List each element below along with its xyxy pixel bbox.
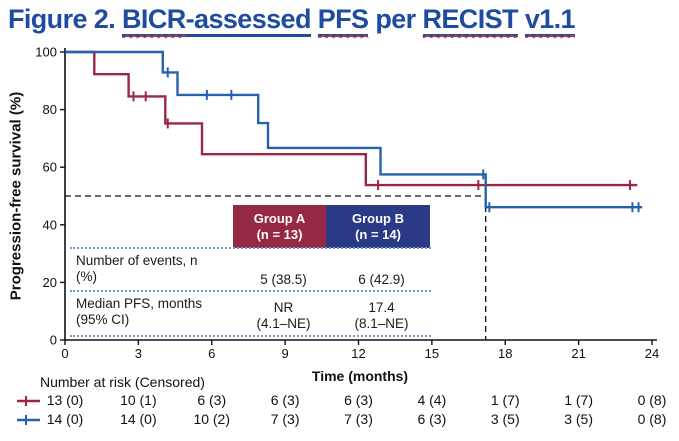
at-risk-value: 0 (8) [637, 392, 667, 408]
y-tick-label: 20 [43, 275, 57, 290]
title-part: BICR [122, 4, 186, 37]
at-risk-value: 6 (3) [344, 392, 373, 408]
y-tick-label: 100 [35, 45, 57, 60]
x-tick-label: 15 [425, 346, 439, 361]
median-a: NR [273, 300, 294, 315]
misspelled-word: BICR [122, 4, 186, 34]
median-ci-b: (8.1–NE) [354, 315, 409, 331]
at-risk-value: 7 (3) [270, 411, 300, 427]
title-part: PFS [317, 4, 369, 37]
y-tick-label: 0 [50, 333, 57, 348]
at-risk-value: 1 (7) [564, 392, 593, 408]
title-part: RECIST [422, 4, 519, 37]
group-a-name: Group A [253, 211, 306, 226]
at-risk-value: 10 (2) [193, 411, 231, 427]
table-header-group-b: Group B (n = 14) [326, 205, 430, 248]
at-risk-value: 3 (5) [490, 411, 520, 427]
misspelled-word: v1.1 [524, 4, 576, 34]
at-risk-value: 1 (7) [490, 392, 520, 408]
at-risk-row-group-a: 13 (0) 10 (1) 6 (3) 6 (3) 6 (3) 4 (4) 1 (7) 1 (… [0, 392, 679, 409]
title-part: Figure 2. [8, 4, 123, 34]
x-tick-label: 6 [208, 346, 215, 361]
group-b-name: Group B [352, 211, 404, 226]
title-part: -assessed [185, 4, 311, 37]
table-row-events: Number of events, n (%) 5 (38.5) 6 (42.9… [70, 249, 431, 292]
at-risk-value: 3 (5) [564, 411, 593, 427]
y-axis-label: Progression-free survival (%) [7, 91, 25, 301]
at-risk-value: 6 (3) [270, 392, 300, 408]
x-tick-label: 24 [645, 346, 659, 361]
group-a-n: (n = 13) [256, 226, 303, 242]
legend-marker-group-a [17, 396, 40, 406]
events-value-group-b: 6 (42.9) [332, 253, 431, 290]
pfs-curve-group-a [65, 50, 638, 187]
summary-table: Number of events, n (%) 5 (38.5) 6 (42.9… [70, 247, 431, 337]
at-risk-value: 7 (3) [344, 411, 373, 427]
misspelled-word: PFS [317, 4, 369, 34]
median-b: 17.4 [368, 300, 395, 315]
number-at-risk-caption: Number at risk (Censored) [40, 374, 205, 390]
events-a: 5 (38.5) [260, 271, 307, 287]
x-tick-label: 3 [135, 346, 142, 361]
median-row-label: Median PFS, months (95% CI) [70, 296, 235, 335]
x-tick-label: 9 [282, 346, 289, 361]
y-tick-label: 80 [43, 102, 57, 117]
events-label-line2: (%) [76, 268, 97, 284]
median-value-group-a: NR (4.1–NE) [235, 296, 332, 335]
table-header-group-a: Group A (n = 13) [233, 205, 326, 248]
pfs-curve-group-b [65, 50, 643, 209]
group-b-n: (n = 14) [355, 226, 401, 242]
at-risk-value: 14 (0) [120, 411, 157, 427]
x-tick-label: 18 [498, 346, 512, 361]
at-risk-value: 14 (0) [46, 411, 84, 427]
at-risk-value: 6 (3) [197, 392, 227, 408]
at-risk-value: 6 (3) [417, 411, 447, 427]
figure-title: Figure 2. BICR-assessed PFS per RECIST v… [8, 4, 673, 37]
at-risk-value: 4 (4) [417, 392, 447, 408]
y-tick-label: 40 [43, 217, 57, 232]
median-label-line2: (95% CI) [76, 311, 130, 327]
median-ci-a: (4.1–NE) [256, 315, 311, 331]
events-b: 6 (42.9) [358, 271, 405, 287]
legend-marker-group-b [17, 415, 40, 425]
events-value-group-a: 5 (38.5) [235, 253, 332, 290]
title-part: per [368, 4, 423, 34]
y-tick-label: 60 [43, 160, 57, 175]
at-risk-value: 0 (8) [637, 411, 667, 427]
at-risk-value: 10 (1) [120, 392, 157, 408]
x-tick-label: 21 [571, 346, 585, 361]
at-risk-row-group-b: 14 (0) 14 (0) 10 (2) 7 (3) 7 (3) 6 (3) 3 (5) 3 … [0, 411, 679, 428]
median-label-line1: Median PFS, months [76, 296, 203, 311]
title-part: v1.1 [524, 4, 576, 37]
misspelled-word: RECIST [422, 4, 519, 34]
table-row-median-pfs: Median PFS, months (95% CI) NR (4.1–NE) … [70, 292, 431, 337]
events-label-line1: Number of events, n [76, 253, 198, 268]
at-risk-value: 13 (0) [46, 392, 84, 408]
x-tick-label: 0 [61, 346, 68, 361]
x-tick-label: 12 [351, 346, 365, 361]
events-row-label: Number of events, n (%) [70, 253, 235, 290]
median-value-group-b: 17.4 (8.1–NE) [332, 296, 431, 335]
x-axis-label: Time (months) [311, 368, 409, 384]
